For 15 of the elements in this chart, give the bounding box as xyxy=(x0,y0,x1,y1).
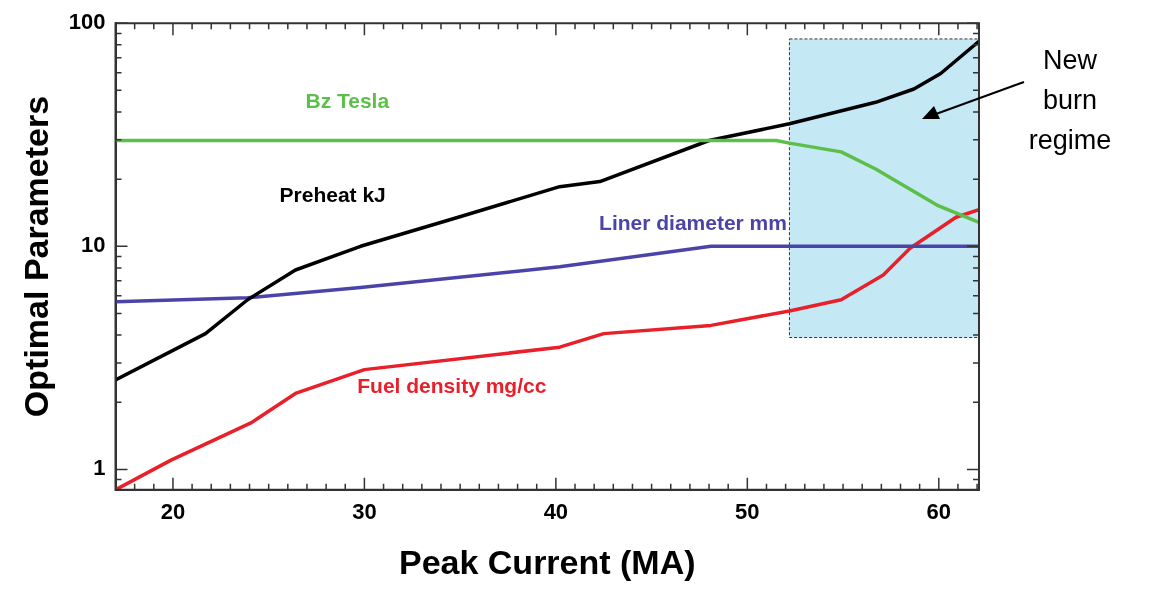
x-tick-label: 20 xyxy=(160,499,186,525)
x-tick-label: 40 xyxy=(543,499,569,525)
y-tick-label: 10 xyxy=(81,232,106,258)
x-axis-title: Peak Current (MA) xyxy=(398,542,696,581)
y-tick-label: 1 xyxy=(93,455,106,481)
y-axis-title: Optimal Parameters xyxy=(16,95,55,418)
series-label: Fuel density mg/cc xyxy=(357,373,547,397)
x-tick-label: 60 xyxy=(926,499,952,525)
x-tick-label: 30 xyxy=(352,499,377,525)
series-label: Preheat kJ xyxy=(279,182,386,206)
x-tick-label: 50 xyxy=(735,499,760,525)
series-label: Bz Tesla xyxy=(305,89,390,113)
band-label: New burn regime xyxy=(1027,44,1113,157)
y-tick-label: 100 xyxy=(68,9,106,35)
series-label: Liner diameter mm xyxy=(599,210,787,234)
